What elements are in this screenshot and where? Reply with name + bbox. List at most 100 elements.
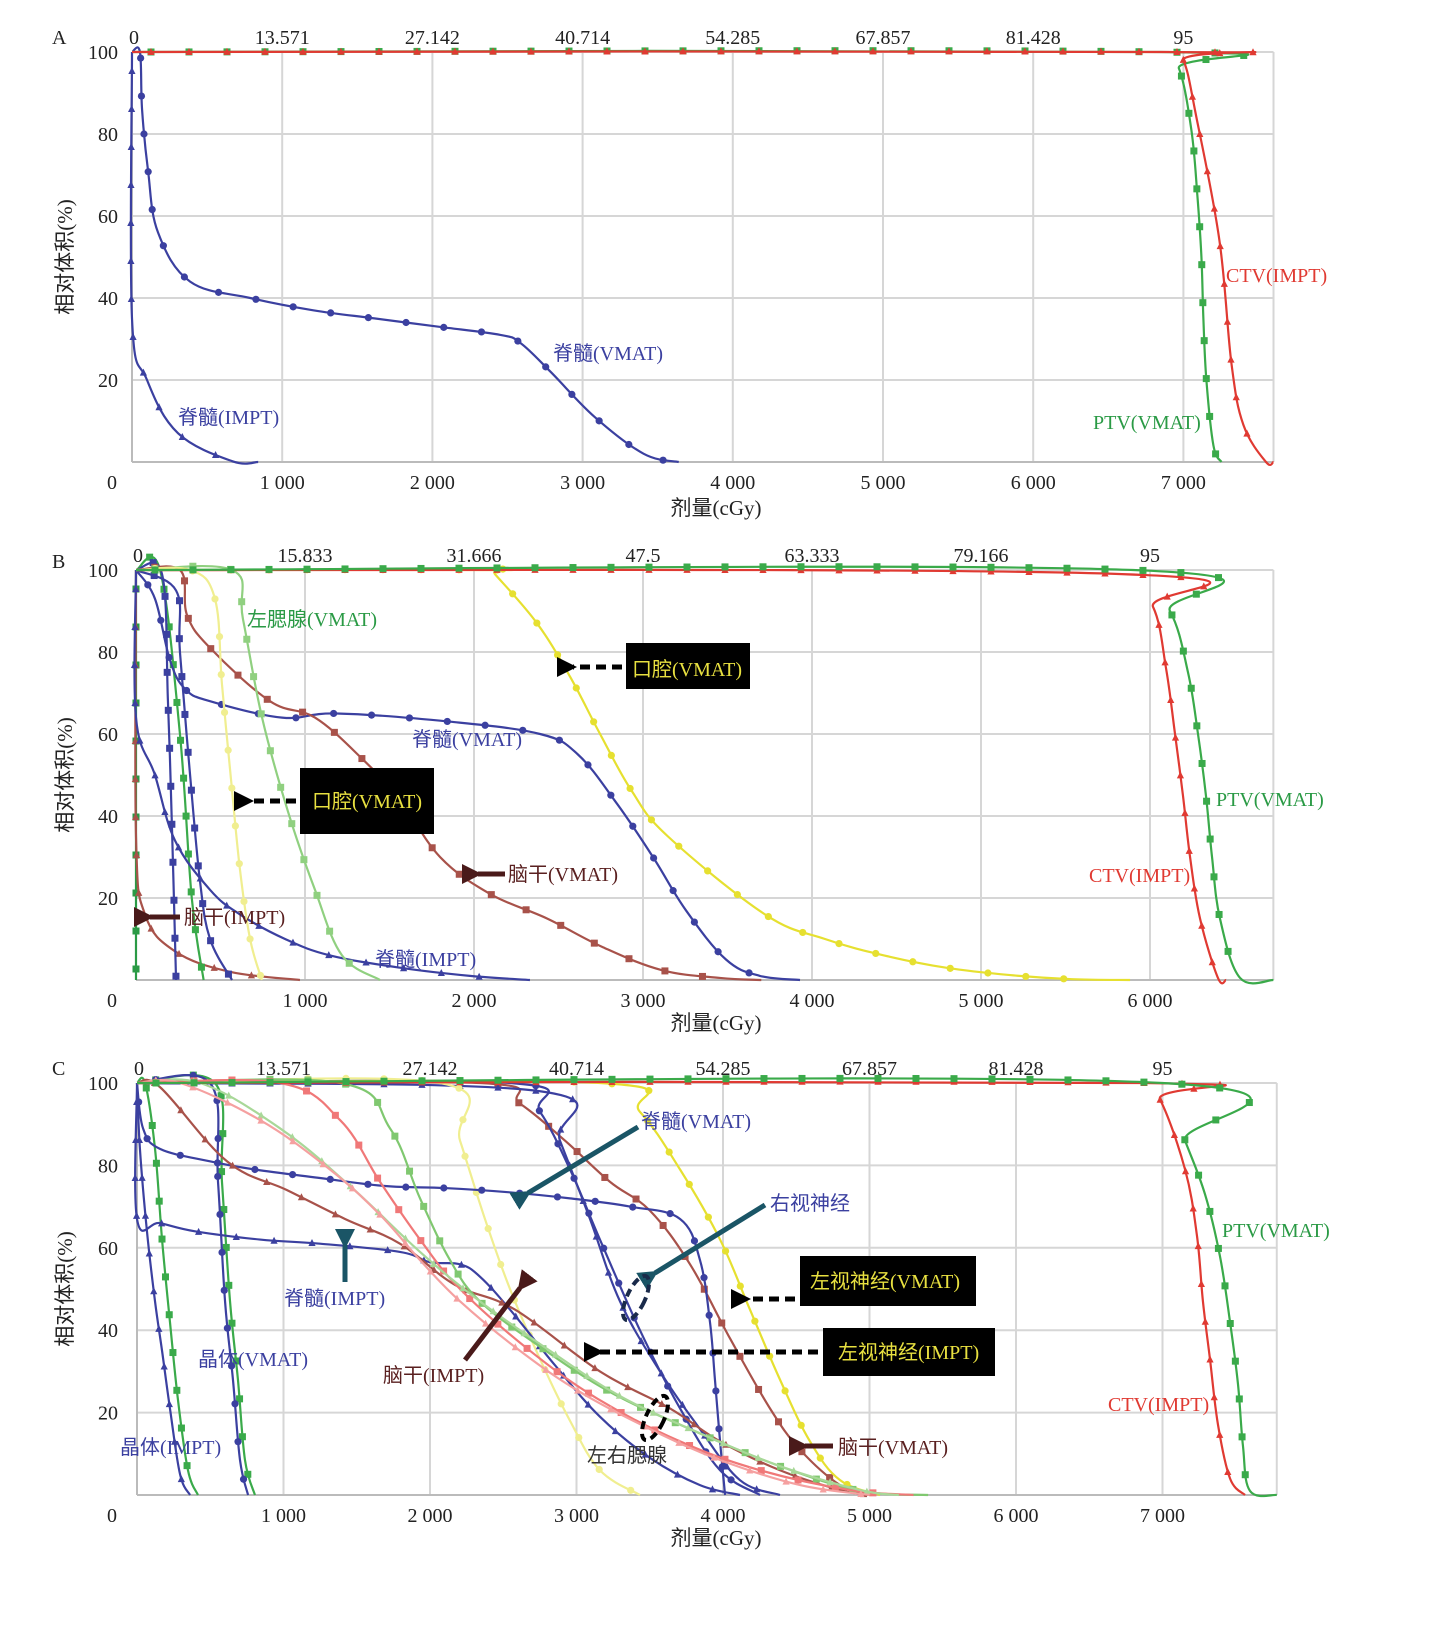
- data-point-square: [718, 1319, 726, 1327]
- data-point-square: [1063, 564, 1071, 572]
- data-point-square: [651, 1426, 659, 1434]
- x-top-tick-label: 40.714: [549, 1058, 604, 1080]
- data-point-circle: [575, 1433, 583, 1442]
- data-point-triangle: [1224, 1467, 1232, 1475]
- data-point-square: [523, 1344, 531, 1352]
- data-point-square: [277, 783, 285, 791]
- data-point-square: [220, 1206, 228, 1214]
- annotation: 口腔(VMAT): [234, 768, 434, 834]
- data-point-square: [912, 1074, 920, 1082]
- data-point-triangle: [400, 964, 408, 972]
- data-point-triangle: [1216, 49, 1224, 57]
- data-point-circle: [553, 1193, 562, 1201]
- series-13: [136, 1074, 641, 1496]
- data-point-square: [466, 1295, 474, 1303]
- data-point-circle: [289, 303, 297, 311]
- data-point-circle: [584, 761, 592, 769]
- data-point-circle: [227, 1362, 236, 1370]
- data-point-circle: [252, 295, 260, 303]
- data-point-square: [1198, 261, 1206, 269]
- data-point-triangle: [482, 1319, 490, 1327]
- series-line: [136, 1081, 781, 1497]
- data-point-triangle: [675, 1438, 683, 1446]
- data-point-square: [698, 972, 706, 980]
- data-point-square: [911, 563, 919, 571]
- data-point-triangle: [1101, 569, 1109, 577]
- data-point-triangle: [1190, 884, 1198, 892]
- data-point-triangle: [147, 47, 155, 55]
- data-point-square: [659, 1221, 667, 1229]
- data-point-triangle: [178, 432, 186, 440]
- data-point-square: [313, 891, 321, 899]
- data-point-square: [222, 1243, 230, 1251]
- data-point-triangle: [1210, 204, 1218, 212]
- data-point-square: [1214, 574, 1222, 582]
- data-point-triangle: [1163, 592, 1171, 600]
- data-point-square: [1212, 1116, 1220, 1124]
- data-point-triangle: [127, 142, 135, 150]
- data-point-circle: [327, 309, 335, 317]
- data-point-triangle: [611, 1427, 619, 1435]
- y-tick-label: 80: [98, 1155, 118, 1177]
- data-point-triangle: [569, 1095, 577, 1103]
- data-point-square: [1195, 1171, 1203, 1179]
- data-point-circle: [455, 1084, 463, 1092]
- data-point-square: [190, 1079, 198, 1087]
- data-point-square: [199, 900, 207, 908]
- data-point-triangle: [584, 1400, 592, 1408]
- data-point-square: [436, 1237, 444, 1245]
- data-point-square: [531, 564, 539, 572]
- data-point-circle: [478, 1186, 486, 1194]
- data-point-square: [759, 563, 767, 571]
- data-point-triangle: [270, 1236, 278, 1244]
- data-point-square: [163, 630, 171, 638]
- data-point-circle: [516, 1189, 524, 1197]
- data-point-square: [1203, 797, 1211, 805]
- series-line: [136, 1078, 914, 1497]
- data-point-square: [987, 563, 995, 571]
- data-point-square: [873, 563, 881, 571]
- data-point-circle: [326, 1175, 334, 1183]
- data-point-circle: [946, 964, 954, 972]
- data-point-triangle: [498, 1298, 506, 1306]
- data-point-square: [950, 1075, 958, 1083]
- data-point-circle: [669, 887, 677, 895]
- data-point-triangle: [1059, 47, 1067, 55]
- data-point-square: [836, 1074, 844, 1082]
- data-point-triangle: [1198, 921, 1206, 929]
- data-point-square: [166, 744, 174, 752]
- data-point-triangle: [155, 403, 163, 411]
- x-tick-label: 3 000: [554, 1505, 599, 1527]
- data-point-square: [177, 1424, 185, 1432]
- annotation-label: 脊髓(VMAT): [412, 728, 522, 751]
- data-point-triangle: [131, 622, 139, 630]
- data-point-square: [1179, 647, 1187, 655]
- series-line: [135, 555, 205, 981]
- data-point-square: [1215, 910, 1223, 918]
- data-point-triangle: [831, 47, 839, 55]
- data-point-square: [175, 597, 183, 605]
- data-point-circle: [251, 1165, 259, 1174]
- data-point-triangle: [376, 1210, 384, 1218]
- data-point-triangle: [1097, 47, 1105, 55]
- data-point-square: [721, 563, 729, 571]
- x-top-tick-label: 40.714: [555, 27, 610, 49]
- data-point-triangle: [1196, 129, 1204, 137]
- data-point-triangle: [375, 47, 383, 55]
- data-point-circle: [211, 595, 219, 603]
- data-point-triangle: [1203, 167, 1211, 175]
- data-point-triangle: [175, 949, 183, 957]
- annotation: PTV(VMAT): [1222, 1220, 1330, 1242]
- data-point-triangle: [1156, 1095, 1164, 1103]
- x-tick-label: 1 000: [260, 472, 305, 494]
- data-point-square: [158, 1235, 166, 1243]
- series-0: [135, 563, 1274, 985]
- data-point-square: [379, 565, 387, 573]
- data-point-circle: [514, 337, 522, 345]
- data-point-square: [1238, 1433, 1246, 1441]
- data-point-circle: [570, 1174, 578, 1182]
- data-point-circle: [137, 54, 145, 62]
- panel-label: B: [52, 551, 65, 573]
- x-top-tick-label: 13.571: [256, 1058, 311, 1080]
- data-point-square: [988, 1075, 996, 1083]
